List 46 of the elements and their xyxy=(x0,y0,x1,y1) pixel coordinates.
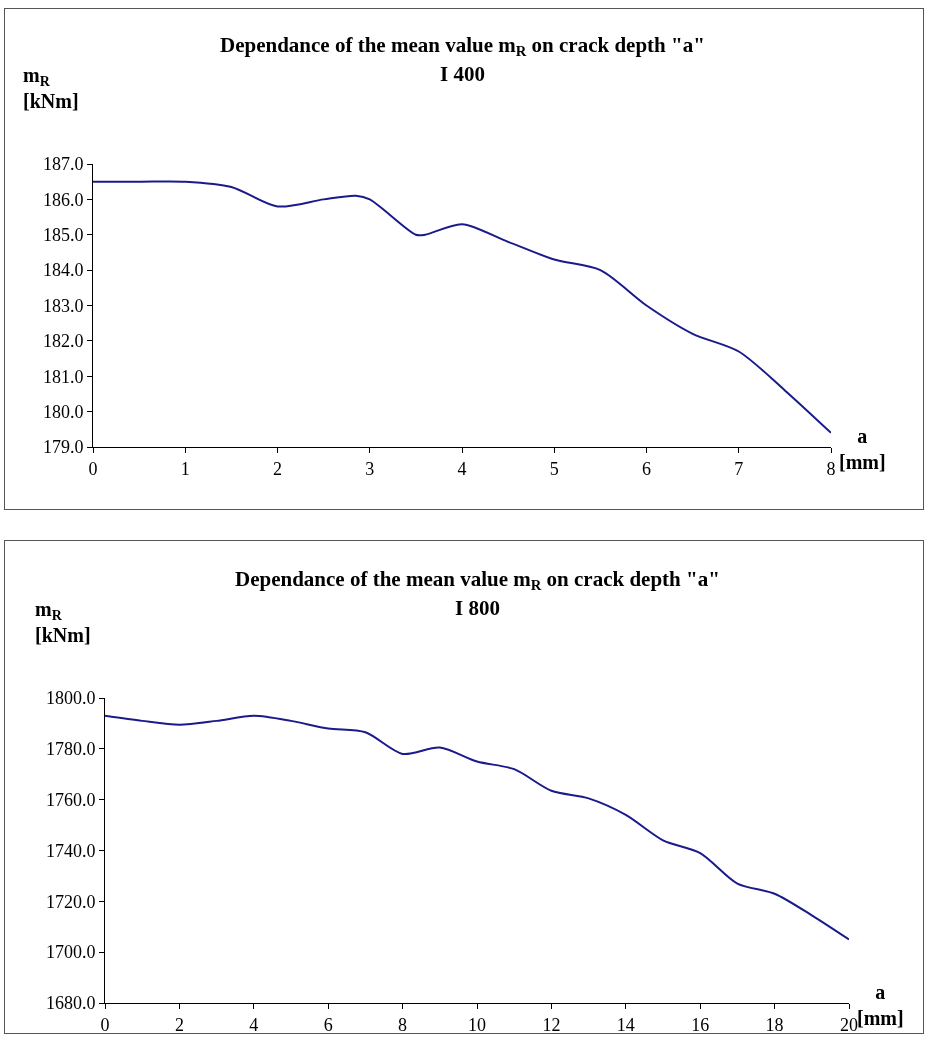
chart-subtitle: I 400 xyxy=(440,62,485,86)
y-tick-label: 179.0 xyxy=(42,437,84,458)
y-tick-label: 184.0 xyxy=(42,260,84,281)
x-axis-title: a [mm] xyxy=(839,425,886,473)
y-tick-label: 1760.0 xyxy=(45,789,96,810)
x-tick-label: 2 xyxy=(174,1014,184,1035)
x-tick-label: 14 xyxy=(616,1014,635,1035)
y-tick-label: 1700.0 xyxy=(45,942,96,963)
x-tick-label: 4 xyxy=(249,1014,259,1035)
x-tick-label: 8 xyxy=(398,1014,408,1035)
x-tick-label: 8 xyxy=(826,458,836,479)
x-tick-label: 7 xyxy=(734,458,744,479)
y-tick-label: 186.0 xyxy=(42,189,84,210)
y-tick-label: 1800.0 xyxy=(45,688,96,709)
chart-title: Dependance of the mean value m$_{R}$ on crack depth "a" xyxy=(235,567,720,594)
x-tick-label: 4 xyxy=(457,458,467,479)
y-tick-label: 1740.0 xyxy=(45,840,96,861)
x-tick-label: 6 xyxy=(642,458,651,479)
y-tick-label: 185.0 xyxy=(42,225,84,246)
y-axis-title: m$_{R}$ [kNm] xyxy=(23,64,79,112)
x-tick-label: 2 xyxy=(273,458,282,479)
x-tick-label: 10 xyxy=(468,1014,486,1035)
y-tick-label: 1780.0 xyxy=(45,739,96,760)
x-tick-label: 12 xyxy=(542,1014,561,1035)
x-tick-label: 16 xyxy=(691,1014,710,1035)
y-tick-label: 180.0 xyxy=(42,401,84,422)
x-tick-label: 3 xyxy=(365,458,375,479)
x-axis-title: a [mm] xyxy=(857,981,904,1029)
y-tick-label: 187.0 xyxy=(42,154,84,175)
y-tick-label: 1680.0 xyxy=(45,993,96,1014)
x-tick-label: 6 xyxy=(323,1014,333,1035)
x-tick-label: 1 xyxy=(180,458,190,479)
line-series xyxy=(93,180,831,434)
line-series xyxy=(105,714,849,941)
y-tick-label: 181.0 xyxy=(42,366,84,387)
chart-title: Dependance of the mean value m$_{R}$ on crack depth "a" xyxy=(220,33,705,60)
x-tick-label: 0 xyxy=(88,458,98,479)
y-tick-label: 1720.0 xyxy=(45,891,96,912)
x-tick-label: 18 xyxy=(765,1014,784,1035)
y-tick-label: 183.0 xyxy=(42,295,84,316)
x-tick-label: 20 xyxy=(840,1014,858,1035)
y-axis-title: m$_{R}$ [kNm] xyxy=(35,598,91,646)
chart-subtitle: I 800 xyxy=(455,596,500,620)
x-tick-label: 5 xyxy=(549,458,559,479)
y-tick-label: 182.0 xyxy=(42,331,84,352)
x-tick-label: 0 xyxy=(100,1014,110,1035)
